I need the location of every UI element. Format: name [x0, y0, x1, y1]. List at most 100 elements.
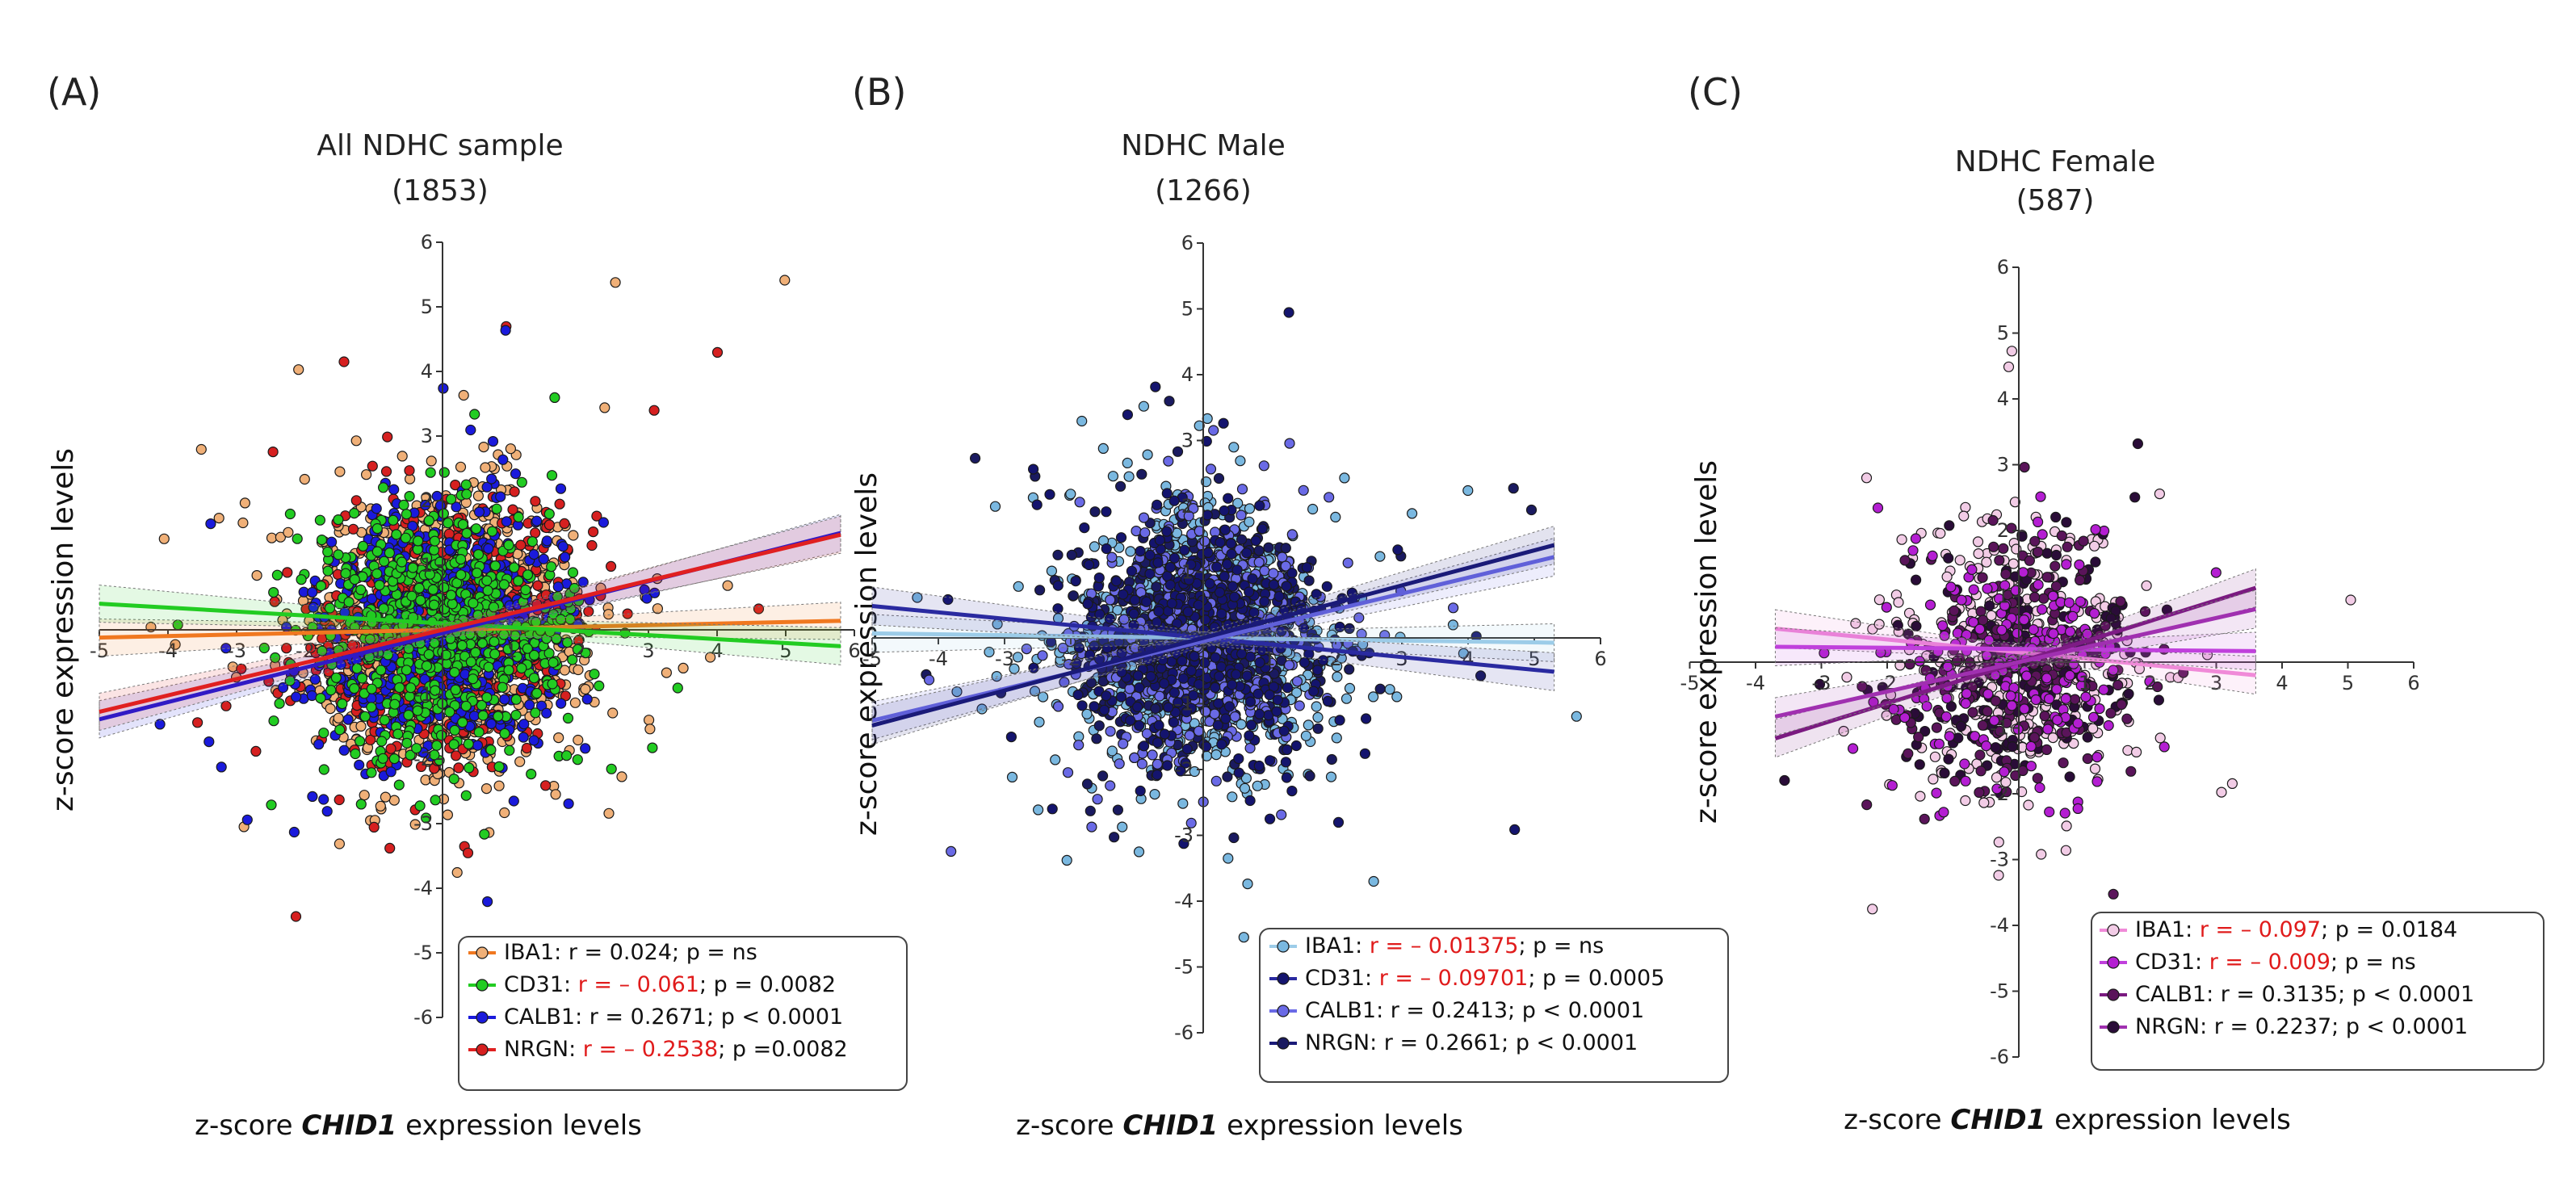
data-point — [1112, 804, 1124, 816]
data-point — [283, 526, 294, 538]
data-point — [1076, 415, 1088, 427]
data-point — [493, 780, 505, 791]
legend-r-value: r = – 0.061 — [578, 972, 699, 997]
data-point — [1276, 809, 1287, 820]
data-point — [195, 443, 207, 455]
data-point — [1259, 565, 1270, 577]
data-point — [779, 275, 791, 286]
data-point — [333, 712, 344, 724]
data-point — [380, 791, 391, 803]
data-point — [559, 518, 570, 530]
data-point — [445, 589, 457, 601]
data-point — [1012, 652, 1024, 663]
data-point — [1115, 532, 1127, 543]
data-point — [463, 738, 474, 749]
data-point — [1253, 545, 1265, 556]
data-point — [282, 567, 293, 578]
data-point — [398, 499, 409, 511]
data-point — [1142, 449, 1153, 460]
data-point — [486, 526, 498, 537]
legend-series-name: IBA1: — [504, 940, 568, 965]
data-point — [1304, 770, 1315, 782]
data-point — [389, 698, 401, 710]
data-point — [371, 546, 383, 557]
data-point — [354, 759, 365, 771]
data-point — [415, 594, 426, 606]
data-point — [268, 586, 279, 598]
data-point — [413, 582, 425, 594]
data-point — [448, 739, 459, 750]
data-point — [1046, 565, 1058, 577]
data-point — [1074, 497, 1085, 508]
y-tick-label: 6 — [421, 231, 433, 254]
data-point — [334, 724, 346, 736]
data-point — [500, 325, 511, 336]
data-point — [384, 842, 396, 854]
data-point — [499, 694, 510, 705]
data-point — [1118, 738, 1129, 749]
legend-p-value: ; p = ns — [672, 940, 757, 965]
data-point — [1222, 771, 1233, 782]
data-point — [1406, 508, 1418, 519]
data-point — [598, 517, 610, 528]
data-point — [404, 465, 415, 476]
data-point — [291, 691, 302, 703]
data-point — [1254, 500, 1265, 511]
data-point — [1097, 770, 1109, 782]
data-point — [384, 547, 395, 559]
data-point — [1236, 484, 1248, 495]
data-point — [1093, 720, 1105, 732]
data-point — [526, 768, 537, 780]
data-point — [1213, 472, 1225, 484]
data-point — [394, 682, 405, 694]
data-point — [530, 527, 541, 539]
data-point — [293, 364, 304, 375]
data-point — [371, 503, 382, 514]
data-point — [573, 734, 584, 746]
data-point — [266, 532, 278, 543]
data-point — [1300, 730, 1312, 741]
data-point — [318, 794, 329, 805]
data-point — [359, 711, 371, 722]
data-point — [449, 724, 460, 736]
data-point — [1223, 493, 1234, 504]
data-point — [607, 707, 619, 719]
data-point — [554, 498, 565, 510]
data-point — [1089, 506, 1101, 518]
data-point — [508, 795, 519, 807]
data-point — [1307, 503, 1319, 515]
data-point — [467, 673, 479, 685]
data-point — [530, 496, 541, 507]
data-point — [1236, 510, 1247, 521]
data-point — [1384, 684, 1395, 695]
data-point — [438, 582, 450, 594]
data-point — [460, 479, 472, 490]
data-point — [1151, 581, 1162, 593]
data-point — [1325, 771, 1337, 782]
data-point — [338, 356, 350, 367]
data-point — [357, 540, 369, 552]
data-point — [337, 698, 348, 710]
x-tick-label: 2 — [573, 640, 585, 662]
data-point — [548, 656, 559, 669]
data-point — [1344, 682, 1356, 694]
data-point — [374, 579, 385, 591]
data-point — [1108, 832, 1120, 843]
data-point — [400, 532, 411, 543]
data-point — [647, 742, 658, 753]
data-point — [509, 562, 520, 573]
data-point — [349, 682, 360, 694]
data-point — [1052, 701, 1064, 712]
data-point — [333, 514, 344, 526]
data-point — [1210, 775, 1222, 786]
data-point — [431, 490, 443, 502]
data-point — [1129, 594, 1140, 606]
data-point — [516, 662, 527, 674]
data-point — [560, 552, 571, 563]
data-point — [378, 482, 389, 493]
data-point — [469, 409, 480, 420]
data-point — [497, 454, 509, 465]
data-point — [1367, 691, 1379, 703]
data-point — [516, 476, 527, 488]
data-point — [493, 761, 505, 773]
